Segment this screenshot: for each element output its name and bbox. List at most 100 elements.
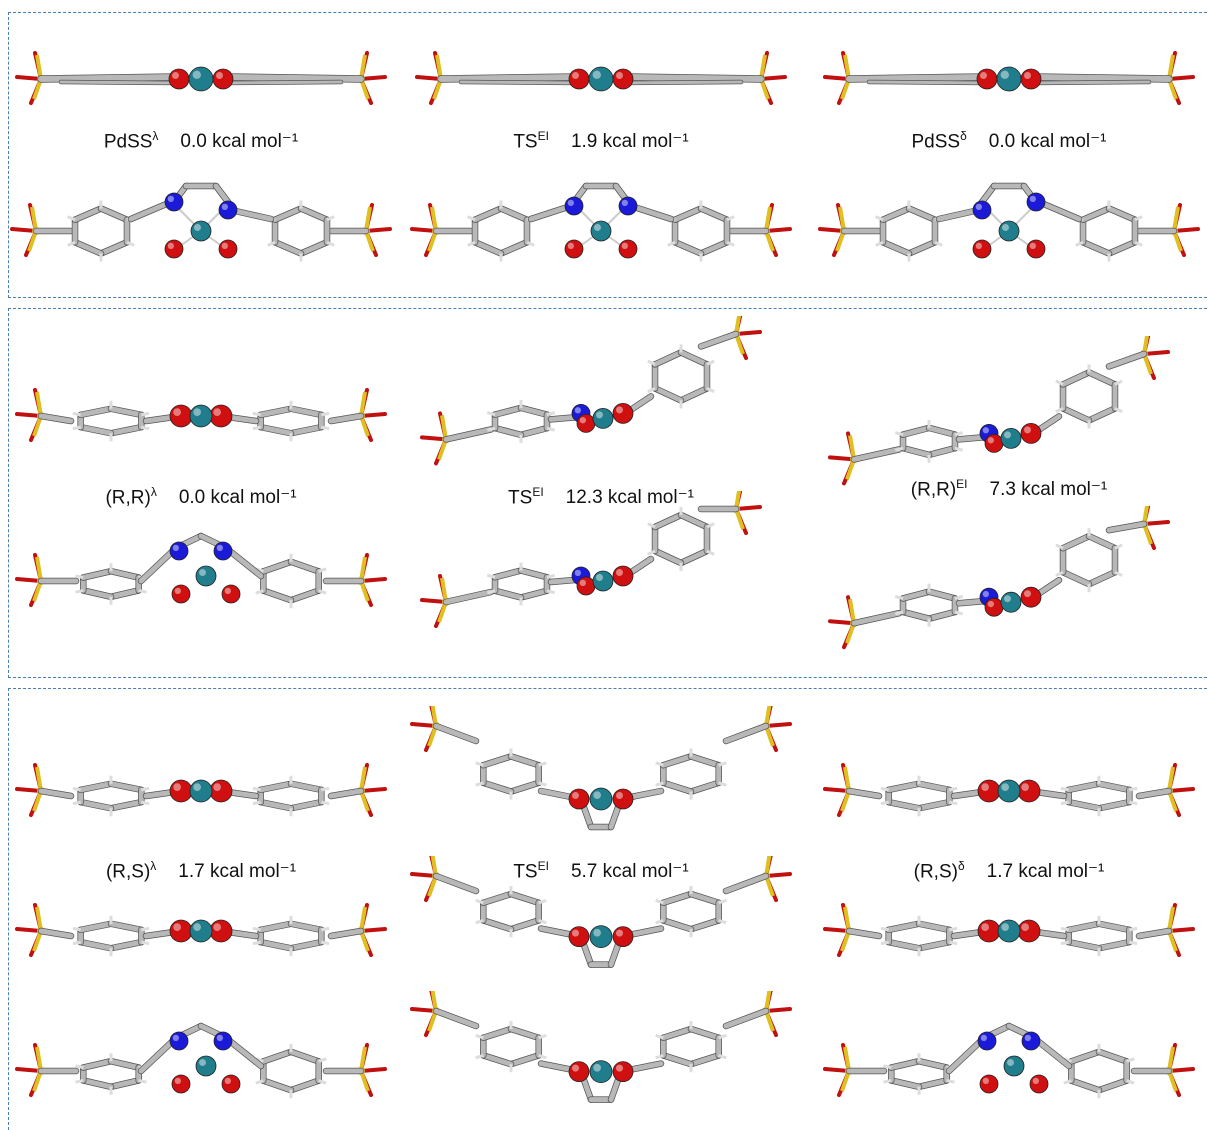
palladium-atom — [195, 1055, 217, 1077]
palladium-atom — [996, 66, 1022, 92]
oxygen-atom — [568, 788, 590, 810]
oxygen-atom — [169, 779, 193, 803]
molecule-rr-ei-side — [828, 336, 1170, 486]
structure-label: PdSSδ 0.0 kcal mol⁻¹ — [911, 129, 1107, 153]
nitrogen-atom — [564, 196, 584, 216]
oxygen-atom — [169, 919, 193, 943]
palladium-atom — [592, 570, 614, 592]
oxygen-atom — [1017, 779, 1041, 803]
molecule-rs-lambda-side — [15, 763, 387, 817]
oxygen-atom — [972, 239, 992, 259]
nitrogen-atom — [1021, 1031, 1041, 1051]
molecule-rr-lambda-top — [15, 532, 387, 609]
palladium-atom — [998, 220, 1020, 242]
oxygen-atom — [1017, 919, 1041, 943]
molecule-rr-lambda-side — [15, 388, 387, 442]
oxygen-atom — [164, 239, 184, 259]
oxygen-atom — [168, 68, 190, 90]
molecule-rs-delta-side — [823, 763, 1195, 817]
oxygen-atom — [984, 434, 1004, 453]
structure-label: (R,S)λ 1.7 kcal mol⁻¹ — [105, 859, 297, 883]
oxygen-atom — [576, 414, 596, 433]
nitrogen-atom — [977, 1031, 997, 1051]
oxygen-atom — [576, 576, 596, 596]
oxygen-atom — [984, 597, 1004, 617]
oxygen-atom — [218, 239, 238, 259]
panel-rr: (R,R)λ 0.0 kcal mol⁻¹ TSEI 12.3 kcal mol⁻¹… — [8, 308, 1207, 678]
structure-label: TSEI 12.3 kcal mol⁻¹ — [508, 485, 694, 509]
molecule-ts-ei-2-top — [420, 491, 762, 628]
oxygen-atom — [212, 68, 234, 90]
oxygen-atom — [568, 1061, 590, 1082]
oxygen-atom — [169, 404, 193, 428]
oxygen-atom — [612, 565, 634, 587]
oxygen-atom — [1029, 1074, 1049, 1094]
oxygen-atom — [1020, 68, 1042, 90]
oxygen-atom — [1020, 586, 1042, 608]
oxygen-atom — [977, 779, 1001, 803]
molecule-pdss-delta-top — [818, 182, 1200, 262]
nitrogen-atom — [164, 192, 184, 212]
oxygen-atom — [209, 404, 233, 428]
nitrogen-atom — [169, 541, 189, 561]
palladium-atom — [189, 779, 213, 803]
oxygen-atom — [979, 1074, 999, 1094]
nitrogen-atom — [618, 196, 638, 216]
panel-rs: (R,S)λ 1.7 kcal mol⁻¹ TSEI 5.7 kcal mol⁻¹ … — [8, 688, 1207, 1130]
oxygen-atom — [612, 1061, 634, 1082]
molecule-rr-ei-top — [828, 506, 1170, 650]
oxygen-atom — [221, 584, 241, 604]
oxygen-atom — [568, 68, 590, 90]
nitrogen-atom — [213, 541, 233, 561]
nitrogen-atom — [218, 200, 238, 220]
oxygen-atom — [1020, 423, 1042, 444]
nitrogen-atom — [169, 1031, 189, 1051]
structure-label: (R,R)λ 0.0 kcal mol⁻¹ — [105, 485, 297, 509]
molecule-ts-ei-3-side — [410, 706, 792, 831]
structure-label: (R,S)δ 1.7 kcal mol⁻¹ — [913, 859, 1105, 883]
nitrogen-atom — [213, 1031, 233, 1051]
oxygen-atom — [612, 926, 634, 947]
palladium-atom — [195, 565, 217, 587]
molecule-rs-delta-mid — [823, 903, 1195, 957]
palladium-atom — [1000, 428, 1022, 449]
palladium-atom — [589, 787, 613, 811]
molecule-ts-ei-1-side — [415, 51, 787, 105]
molecule-rs-delta-top — [823, 1022, 1195, 1099]
palladium-atom — [592, 408, 614, 429]
oxygen-atom — [564, 239, 584, 259]
palladium-atom — [997, 919, 1021, 943]
palladium-atom — [997, 779, 1021, 803]
oxygen-atom — [209, 919, 233, 943]
oxygen-atom — [171, 584, 191, 604]
oxygen-atom — [612, 788, 634, 810]
molecule-rs-lambda-mid — [15, 903, 387, 957]
oxygen-atom — [612, 403, 634, 424]
palladium-atom — [588, 66, 614, 92]
palladium-atom — [1003, 1055, 1025, 1077]
palladium-atom — [188, 66, 214, 92]
molecule-pdss-lambda-top — [10, 182, 392, 262]
palladium-atom — [189, 404, 213, 428]
molecule-ts-ei-1-top — [410, 182, 792, 262]
structure-label: PdSSλ 0.0 kcal mol⁻¹ — [103, 129, 299, 153]
nitrogen-atom — [1026, 192, 1046, 212]
structure-label: TSEI 5.7 kcal mol⁻¹ — [513, 859, 689, 883]
oxygen-atom — [1026, 239, 1046, 259]
molecule-pdss-delta-side — [823, 51, 1195, 105]
palladium-atom — [589, 1060, 613, 1083]
palladium-atom — [189, 919, 213, 943]
oxygen-atom — [618, 239, 638, 259]
oxygen-atom — [209, 779, 233, 803]
oxygen-atom — [977, 919, 1001, 943]
palladium-atom — [190, 220, 212, 242]
structure-label: (R,R)EI 7.3 kcal mol⁻¹ — [910, 477, 1108, 501]
molecule-rs-lambda-top — [15, 1022, 387, 1099]
structure-label: TSEI 1.9 kcal mol⁻¹ — [513, 129, 689, 153]
palladium-atom — [590, 220, 612, 242]
molecule-ts-ei-3-mid — [410, 856, 792, 968]
molecule-ts-ei-3-top — [410, 991, 792, 1103]
molecule-ts-ei-2-side — [420, 316, 762, 466]
oxygen-atom — [171, 1074, 191, 1094]
palladium-atom — [589, 925, 613, 948]
